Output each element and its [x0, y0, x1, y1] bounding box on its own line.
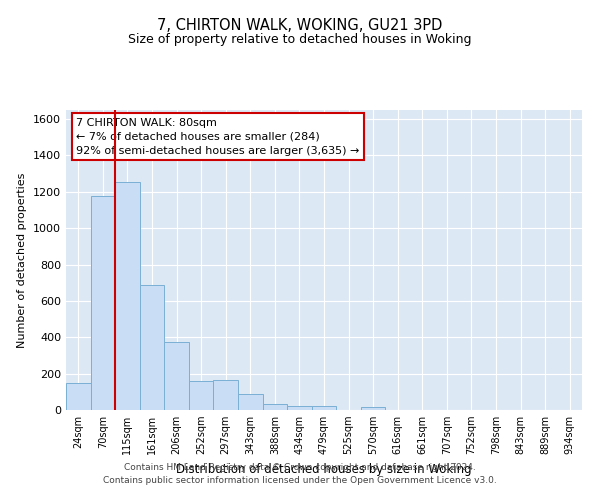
Bar	[312, 406, 336, 410]
Bar	[115, 182, 140, 410]
Bar	[361, 408, 385, 410]
Text: 7, CHIRTON WALK, WOKING, GU21 3PD: 7, CHIRTON WALK, WOKING, GU21 3PD	[157, 18, 443, 32]
X-axis label: Distribution of detached houses by size in Woking: Distribution of detached houses by size …	[176, 462, 472, 475]
Bar	[66, 382, 91, 410]
Text: Size of property relative to detached houses in Woking: Size of property relative to detached ho…	[128, 32, 472, 46]
Text: Contains HM Land Registry data © Crown copyright and database right 2024.: Contains HM Land Registry data © Crown c…	[124, 464, 476, 472]
Y-axis label: Number of detached properties: Number of detached properties	[17, 172, 28, 348]
Text: 7 CHIRTON WALK: 80sqm
← 7% of detached houses are smaller (284)
92% of semi-deta: 7 CHIRTON WALK: 80sqm ← 7% of detached h…	[76, 118, 359, 156]
Bar	[91, 196, 115, 410]
Bar	[140, 286, 164, 410]
Bar	[214, 380, 238, 410]
Bar	[189, 381, 214, 410]
Text: Contains public sector information licensed under the Open Government Licence v3: Contains public sector information licen…	[103, 476, 497, 485]
Bar	[287, 406, 312, 410]
Bar	[263, 404, 287, 410]
Bar	[238, 394, 263, 410]
Bar	[164, 342, 189, 410]
